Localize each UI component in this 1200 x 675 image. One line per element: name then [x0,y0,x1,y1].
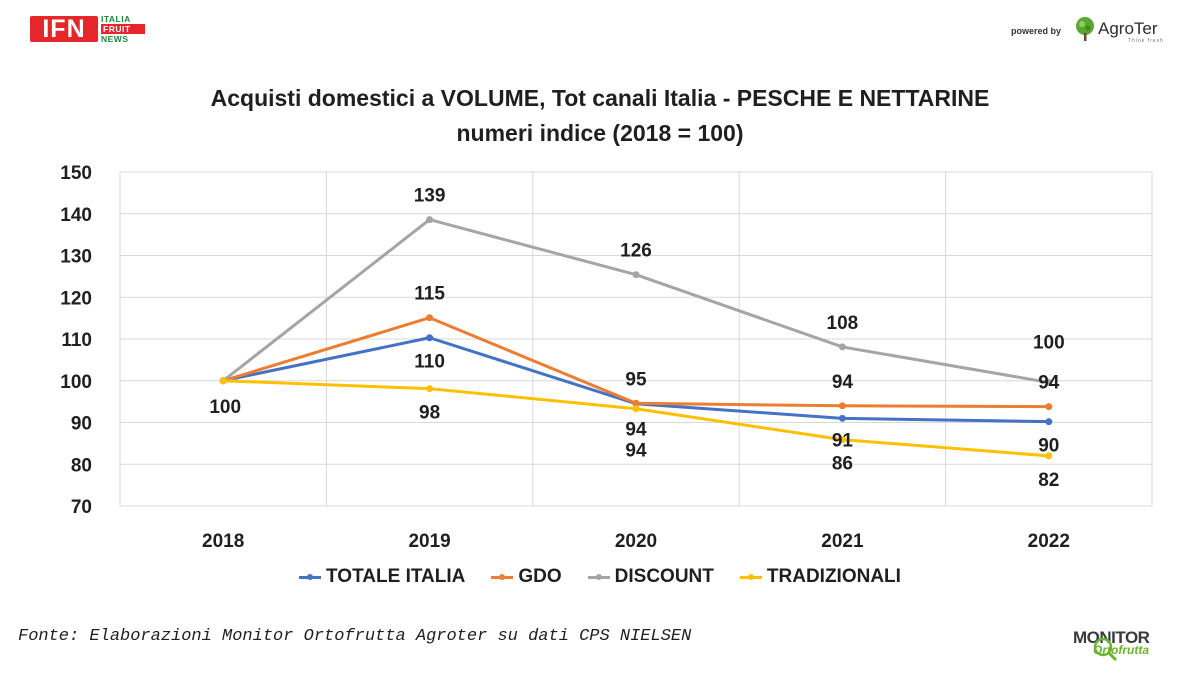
data-label: 94 [625,420,647,441]
monitor-ortofrutta-logo: MONITOR Ortofrutta [1073,628,1178,662]
y-tick-label: 70 [71,497,92,518]
chart-subtitle: numeri indice (2018 = 100) [456,120,744,146]
data-point [1045,378,1053,386]
data-label: 94 [832,372,854,393]
data-point [426,385,434,393]
legend-swatch [299,573,322,580]
x-tick-label: 2019 [408,531,450,552]
data-label: 86 [832,454,853,475]
y-tick-label: 140 [60,205,92,226]
data-point [426,216,434,224]
x-tick-label: 2020 [615,531,657,552]
data-label: 94 [625,441,647,462]
legend-swatch [491,573,514,580]
data-point [632,405,640,413]
agroter-tagline: Think fresh [1128,38,1164,44]
ifn-logo: IFN ITALIA FRUIT NEWS [30,14,145,48]
legend-item-gdo: GDO [491,566,562,588]
legend-label: DISCOUNT [614,566,714,587]
data-point [838,343,846,351]
data-label: 110 [414,352,445,373]
chart-legend: TOTALE ITALIA GDO DISCOUNT TRADIZIONALI [0,566,1200,588]
y-tick-label: 90 [71,414,92,435]
data-point [632,271,640,279]
legend-item-discount: DISCOUNT [587,566,714,588]
data-label: 94 [1038,373,1060,394]
data-label: 100 [209,397,241,418]
legend-swatch [587,573,610,580]
chart-title: Acquisti domestici a VOLUME, Tot canali … [210,85,990,111]
agroter-logo-text: AgroTer [1098,19,1158,38]
agroter-logo: AgroTer Think fresh [1074,16,1169,46]
data-point [838,402,846,410]
data-label: 90 [1038,436,1059,457]
data-label: 100 [1033,332,1065,353]
data-label: 108 [827,313,859,334]
x-tick-label: 2018 [202,531,244,552]
legend-item-totale-italia: TOTALE ITALIA [299,566,465,588]
data-point [1045,403,1053,411]
legend-label: TRADIZIONALI [766,566,901,587]
x-tick-label: 2021 [821,531,864,552]
data-point [1045,418,1053,426]
ifn-logo-line-3: NEWS [101,34,129,44]
data-label: 91 [832,430,854,451]
y-tick-label: 80 [71,455,92,476]
data-label: 126 [620,241,652,262]
data-point [1045,452,1053,460]
ifn-logo-line-2: FRUIT [101,24,145,34]
data-point [426,314,434,322]
ifn-logo-mark: IFN [30,16,98,42]
legend-label: GDO [518,566,562,587]
ifn-logo-text: ITALIA FRUIT NEWS [101,14,145,44]
y-tick-label: 110 [61,330,92,351]
y-tick-label: 120 [60,288,92,309]
data-point [426,334,434,342]
data-point [838,414,846,422]
data-point [838,436,846,444]
y-tick-label: 100 [60,372,92,393]
data-label: 98 [419,403,440,424]
tree-icon [1076,17,1094,41]
data-point [632,399,640,407]
source-note: Fonte: Elaborazioni Monitor Ortofrutta A… [18,627,692,646]
legend-label: TOTALE ITALIA [326,566,466,587]
data-label: 82 [1038,470,1059,491]
powered-by-label: powered by [1011,26,1062,36]
data-point [219,377,227,385]
x-tick-label: 2022 [1028,531,1070,552]
legend-item-tradizionali: TRADIZIONALI [739,566,901,588]
monitor-logo-text: MONITOR [1073,628,1150,647]
data-label: 139 [414,186,446,207]
legend-swatch [739,573,762,580]
data-label: 115 [414,284,445,305]
data-label: 95 [625,369,647,390]
y-tick-label: 130 [60,247,92,268]
y-tick-label: 150 [60,163,92,184]
ifn-logo-line-1: ITALIA [101,14,131,24]
magnifier-icon [1093,637,1118,662]
